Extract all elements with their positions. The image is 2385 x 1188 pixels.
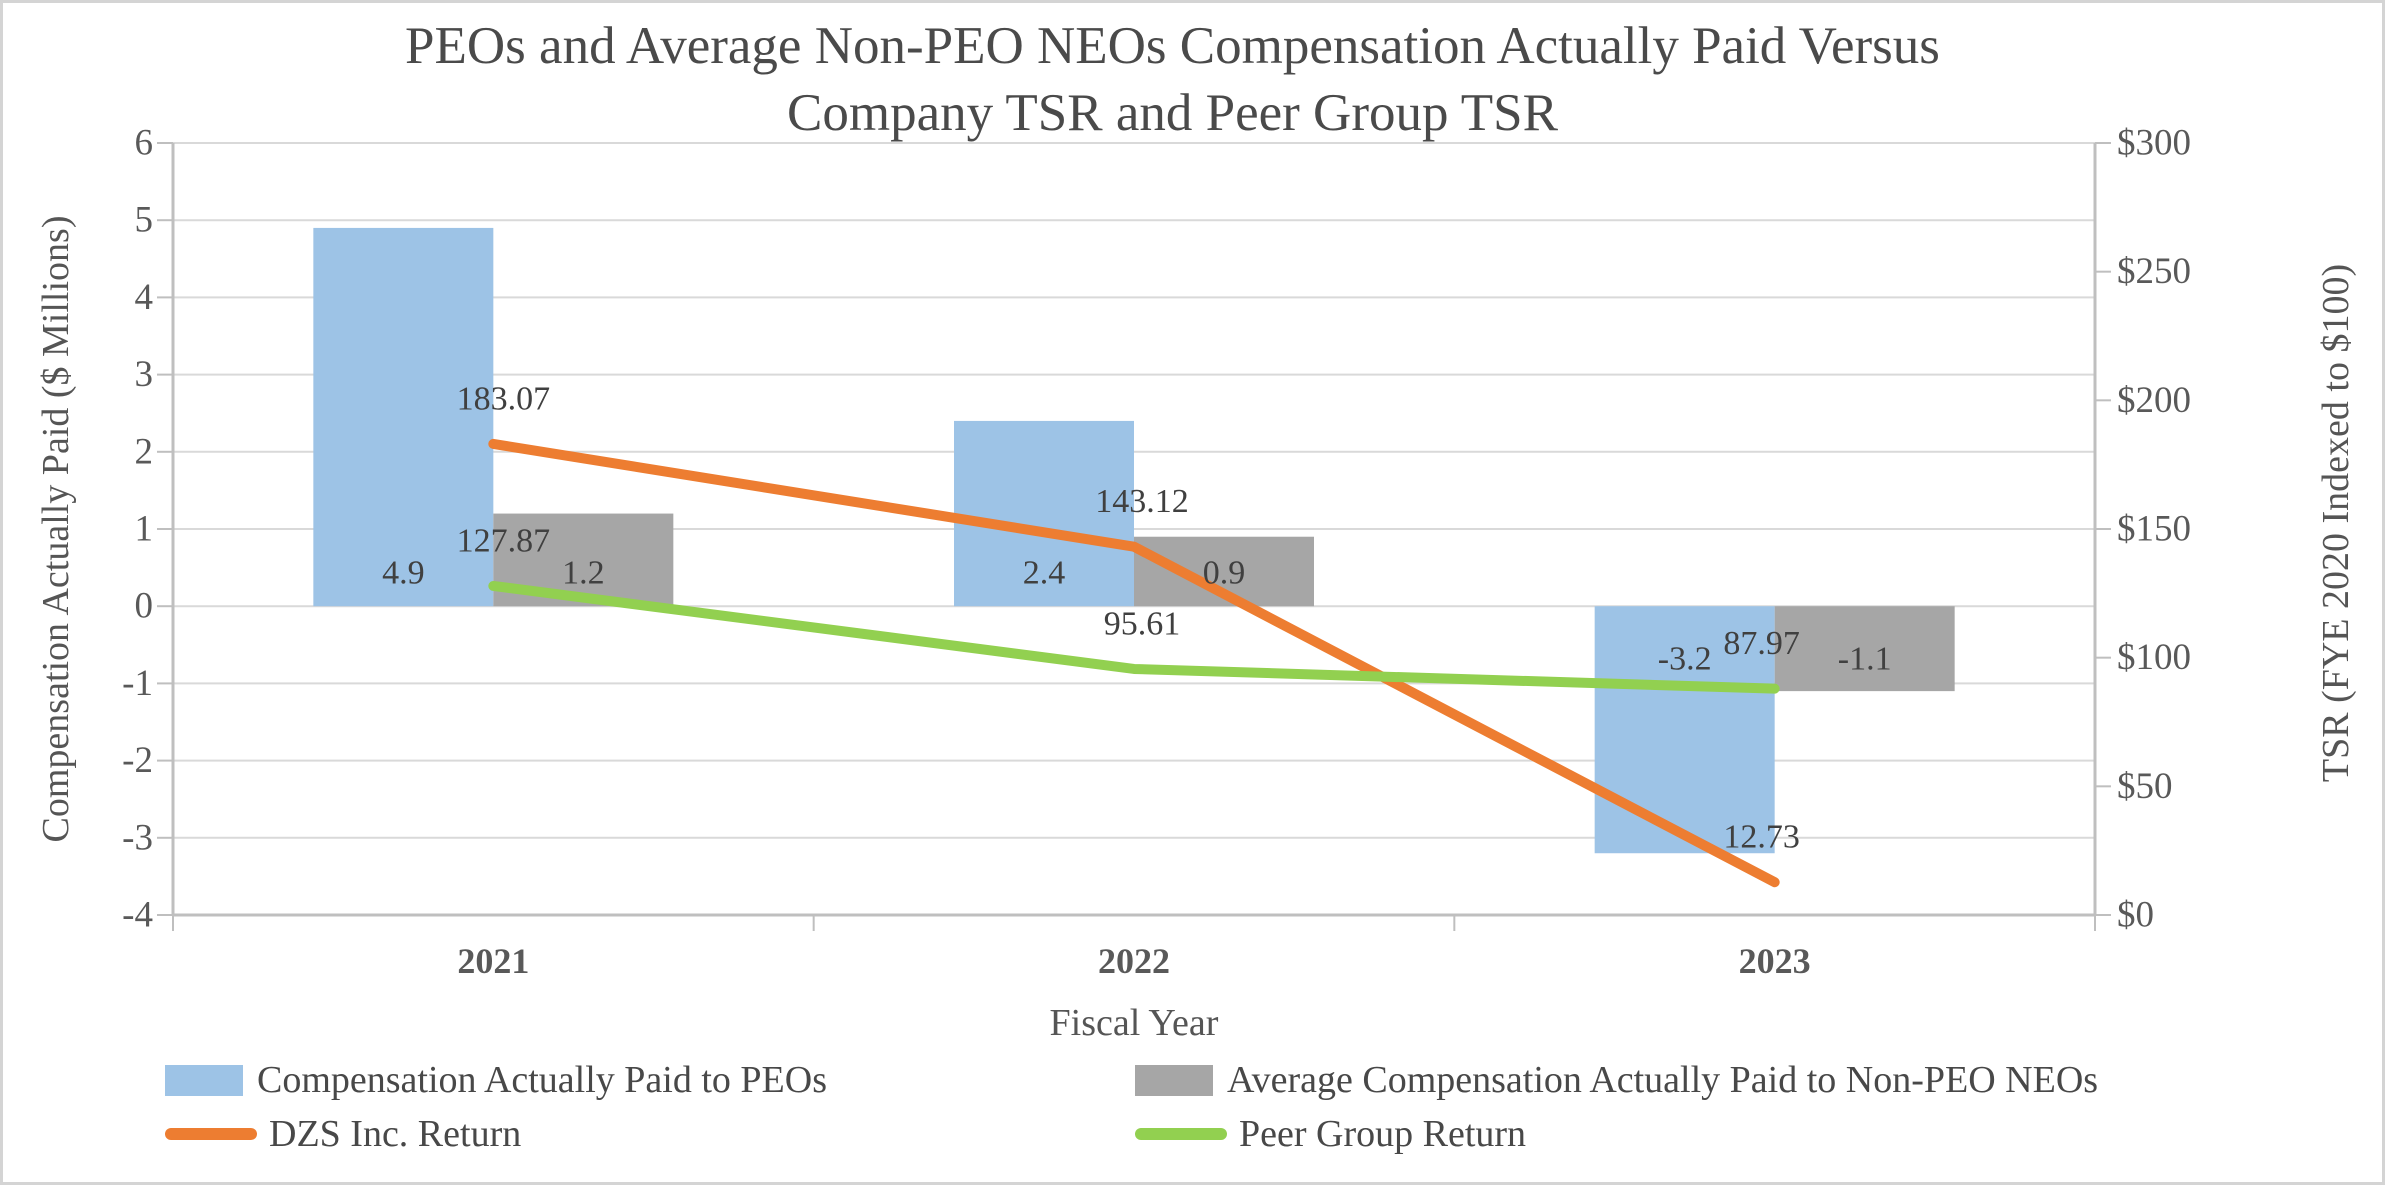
right-tick-label: $0 xyxy=(2117,895,2154,936)
legend-label-peo: Compensation Actually Paid to PEOs xyxy=(257,1059,827,1101)
bar-data-label: 4.9 xyxy=(382,555,425,592)
bar-data-label: -3.2 xyxy=(1658,641,1712,678)
right-tick-label: $50 xyxy=(2117,766,2173,807)
line-data-label: 87.97 xyxy=(1723,625,1800,662)
left-tick-label: -4 xyxy=(122,895,153,936)
legend-item-neo-bar: Average Compensation Actually Paid to No… xyxy=(1135,1059,2098,1101)
left-tick-label: 3 xyxy=(135,354,154,395)
right-tick-label: $300 xyxy=(2117,123,2191,164)
plot-area: 6 5 4 3 2 1 0 -1 -2 -3 -4 $300 $250 $200 $150 $100 $50 $0… xyxy=(122,123,2191,982)
chart-title-line1: PEOs and Average Non-PEO NEOs Compensati… xyxy=(405,17,1940,75)
series-line xyxy=(488,580,1780,694)
category-label: 2021 xyxy=(457,941,529,981)
legend-label-neo: Average Compensation Actually Paid to No… xyxy=(1227,1059,2099,1101)
line-data-label: 12.73 xyxy=(1723,819,1800,856)
left-tick-label: 1 xyxy=(135,509,154,550)
left-tick-label: 6 xyxy=(135,123,154,164)
left-tick-label: -3 xyxy=(122,817,153,858)
legend-item-peer-line: Peer Group Return xyxy=(1135,1113,1526,1155)
left-tick-label: 5 xyxy=(135,200,154,241)
right-tick-label: $200 xyxy=(2117,380,2191,421)
bar-2023 xyxy=(1594,606,1775,854)
legend-item-peo-bar: Compensation Actually Paid to PEOs xyxy=(165,1059,827,1101)
line-data-label: 127.87 xyxy=(457,522,551,559)
category-label: 2023 xyxy=(1739,941,1811,981)
bar-data-label: -1.1 xyxy=(1838,641,1892,678)
left-tick-label: -1 xyxy=(122,663,153,704)
legend-label-dzs: DZS Inc. Return xyxy=(269,1113,522,1155)
left-tick-label: 0 xyxy=(135,586,154,627)
bar-data-label: 1.2 xyxy=(562,555,605,592)
line-data-label: 183.07 xyxy=(457,380,551,417)
category-label: 2022 xyxy=(1098,941,1170,981)
chart-title: PEOs and Average Non-PEO NEOs Compensati… xyxy=(3,13,2342,147)
bar-data-label: 0.9 xyxy=(1203,555,1246,592)
legend-item-dzs-line: DZS Inc. Return xyxy=(165,1113,521,1155)
line-data-label: 143.12 xyxy=(1095,483,1189,520)
left-tick-label: -2 xyxy=(122,740,153,781)
legend-label-peer: Peer Group Return xyxy=(1239,1113,1527,1155)
left-tick-label: 2 xyxy=(135,431,154,472)
dzs-line-swatch-icon xyxy=(165,1128,257,1140)
right-tick-label: $250 xyxy=(2117,251,2191,292)
chart-title-line2: Company TSR and Peer Group TSR xyxy=(787,84,1558,142)
bar-2023 xyxy=(1774,606,1955,692)
right-tick-label: $150 xyxy=(2117,509,2191,550)
bar-data-label: 2.4 xyxy=(1023,555,1066,592)
legend-row-1: Compensation Actually Paid to PEOs Avera… xyxy=(3,1059,2385,1101)
bar-2022 xyxy=(954,420,1134,607)
series-line xyxy=(488,438,1780,888)
peo-bar-swatch-icon xyxy=(165,1064,243,1096)
neo-bar-swatch-icon xyxy=(1135,1064,1213,1096)
right-tick-label: $100 xyxy=(2117,637,2191,678)
legend-row-2: DZS Inc. Return Peer Group Return xyxy=(3,1113,2385,1155)
line-data-label: 95.61 xyxy=(1104,605,1181,642)
bar-2021 xyxy=(313,227,494,607)
x-axis-title: Fiscal Year xyxy=(1049,1002,1219,1044)
peer-line-swatch-icon xyxy=(1135,1128,1227,1140)
left-tick-label: 4 xyxy=(135,277,154,318)
